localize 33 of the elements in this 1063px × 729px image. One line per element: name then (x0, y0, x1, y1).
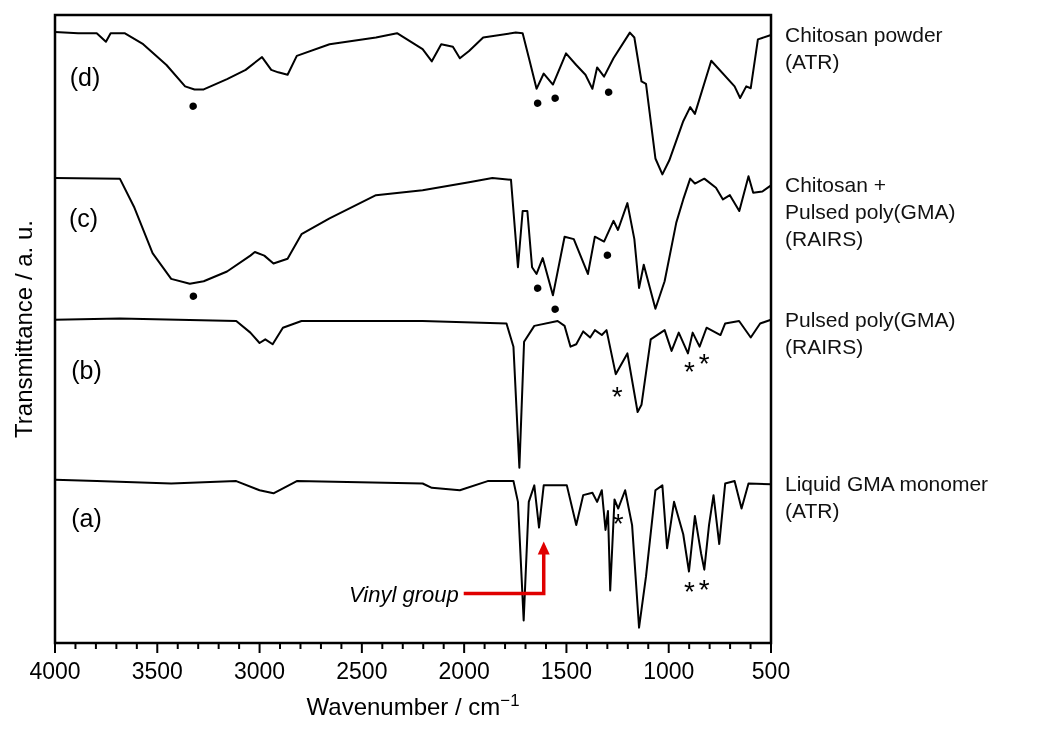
annotation: (c) (69, 204, 99, 233)
annotation: * (698, 348, 710, 380)
x-tick-label: 4000 (29, 658, 81, 684)
annotation: • (550, 81, 561, 113)
x-tick-label: 3500 (131, 658, 183, 684)
annotation: * (698, 574, 710, 606)
series-label: Pulsed poly(GMA) (RAIRS) (785, 307, 956, 358)
x-tick-label: 2000 (438, 658, 490, 684)
annotation: * (683, 576, 695, 608)
annotation: • (188, 90, 198, 122)
annotation: • (550, 292, 561, 324)
x-tick-label: 1500 (540, 658, 593, 684)
annotation: • (532, 86, 543, 118)
annotation: * (683, 356, 695, 388)
annotation: Vinyl group (349, 581, 459, 607)
series-label: Chitosan + Pulsed poly(GMA) (RAIRS) (785, 173, 956, 251)
x-tick-label: 500 (751, 658, 791, 684)
annotation: (b) (71, 355, 102, 384)
x-axis-title: Wavenumber / cm$^{−1}$ (306, 690, 520, 720)
annotation: * (611, 380, 623, 412)
x-tick-label: 1000 (643, 658, 695, 684)
series-label: Chitosan powder (ATR) (785, 23, 943, 74)
x-tick-label: 3000 (233, 658, 286, 684)
annotation: (d) (69, 62, 101, 91)
x-tick-label: 2500 (336, 658, 388, 684)
annotation: • (603, 75, 614, 107)
y-axis-title: Transmittance / a. u. (10, 220, 37, 438)
annotation: • (532, 271, 543, 303)
annotation: • (188, 280, 199, 312)
annotation: (a) (71, 504, 102, 533)
annotation: * (612, 507, 624, 539)
annotation: • (602, 239, 613, 271)
series-label: Liquid GMA monomer (ATR) (785, 472, 989, 523)
